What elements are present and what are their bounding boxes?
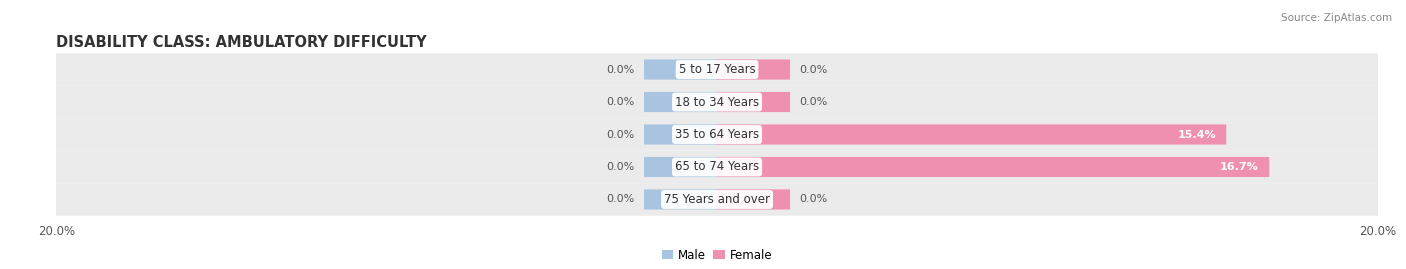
Text: 0.0%: 0.0% (606, 194, 634, 204)
FancyBboxPatch shape (644, 189, 717, 210)
FancyBboxPatch shape (644, 92, 717, 112)
FancyBboxPatch shape (717, 92, 790, 112)
Text: 0.0%: 0.0% (606, 162, 634, 172)
FancyBboxPatch shape (55, 86, 1379, 118)
FancyBboxPatch shape (717, 59, 790, 80)
FancyBboxPatch shape (644, 157, 717, 177)
Legend: Male, Female: Male, Female (657, 244, 778, 266)
Text: 5 to 17 Years: 5 to 17 Years (679, 63, 755, 76)
Text: 0.0%: 0.0% (606, 129, 634, 140)
Text: Source: ZipAtlas.com: Source: ZipAtlas.com (1281, 13, 1392, 23)
FancyBboxPatch shape (55, 118, 1379, 151)
FancyBboxPatch shape (717, 157, 1270, 177)
Text: 16.7%: 16.7% (1220, 162, 1258, 172)
Text: 15.4%: 15.4% (1177, 129, 1216, 140)
Text: 0.0%: 0.0% (800, 65, 828, 75)
Text: DISABILITY CLASS: AMBULATORY DIFFICULTY: DISABILITY CLASS: AMBULATORY DIFFICULTY (56, 35, 427, 50)
FancyBboxPatch shape (644, 125, 717, 144)
Text: 35 to 64 Years: 35 to 64 Years (675, 128, 759, 141)
Text: 0.0%: 0.0% (606, 97, 634, 107)
FancyBboxPatch shape (717, 125, 1226, 144)
FancyBboxPatch shape (55, 183, 1379, 216)
Text: 65 to 74 Years: 65 to 74 Years (675, 161, 759, 174)
Text: 0.0%: 0.0% (800, 194, 828, 204)
FancyBboxPatch shape (644, 59, 717, 80)
Text: 75 Years and over: 75 Years and over (664, 193, 770, 206)
Text: 0.0%: 0.0% (606, 65, 634, 75)
FancyBboxPatch shape (717, 189, 790, 210)
Text: 0.0%: 0.0% (800, 97, 828, 107)
FancyBboxPatch shape (55, 53, 1379, 86)
FancyBboxPatch shape (55, 151, 1379, 183)
Text: 18 to 34 Years: 18 to 34 Years (675, 95, 759, 108)
